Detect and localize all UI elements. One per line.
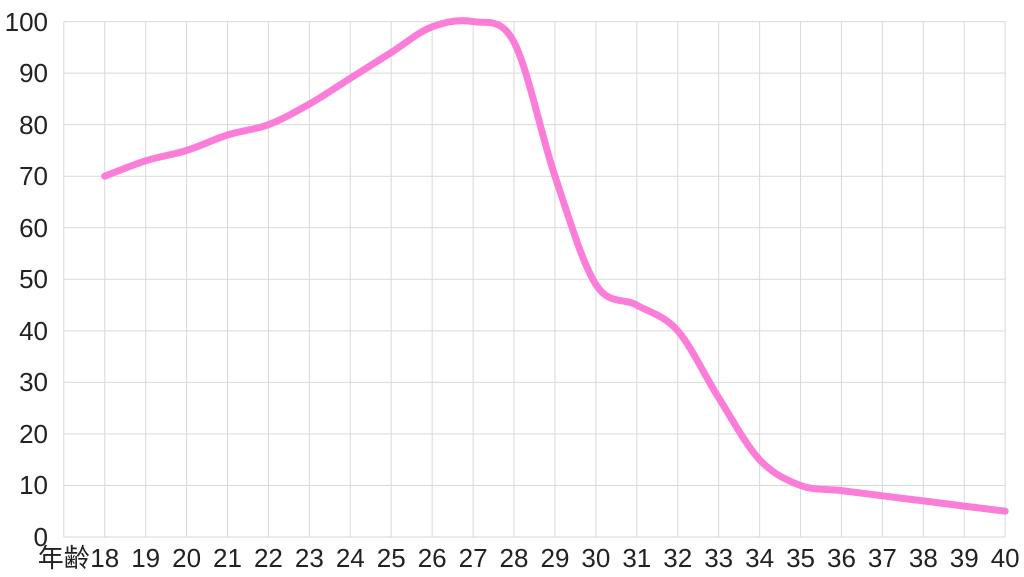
- x-tick-label: 40: [990, 543, 1020, 573]
- y-tick-label: 50: [19, 264, 48, 295]
- x-tick-label: 20: [172, 543, 202, 573]
- y-tick-label: 30: [19, 367, 48, 398]
- x-tick-label: 22: [253, 543, 283, 573]
- x-tick-label: 39: [949, 543, 979, 573]
- series-group: [101, 17, 1009, 515]
- x-tick-label: 30: [581, 543, 611, 573]
- x-tick-label: 29: [540, 543, 570, 573]
- y-tick-label: 0: [33, 522, 48, 552]
- y-tick-label: 20: [19, 418, 48, 449]
- x-tick-label: 36: [827, 543, 856, 573]
- x-tick-label: 23: [294, 543, 324, 573]
- x-tick-label: 24: [335, 543, 365, 573]
- x-tick-label: 18: [90, 543, 120, 573]
- x-tick-label: 19: [131, 543, 161, 573]
- x-tick-label: 21: [213, 543, 242, 573]
- x-tick-label: 26: [417, 543, 447, 573]
- x-tick-label: 37: [867, 543, 897, 573]
- x-tick-label: 25: [376, 543, 406, 573]
- x-tick-label: 34: [745, 543, 775, 573]
- x-tick-label: 35: [786, 543, 815, 573]
- x-tick-label: 38: [908, 543, 938, 573]
- y-tick-label: 80: [19, 109, 48, 140]
- y-tick-label: 70: [19, 161, 48, 192]
- series-line: [101, 17, 1009, 515]
- x-axis-title: 年齢: [37, 543, 90, 573]
- x-tick-label: 32: [663, 543, 693, 573]
- y-tick-label: 100: [4, 6, 48, 37]
- y-tick-label: 40: [19, 315, 48, 346]
- x-tick-label: 27: [458, 543, 488, 573]
- x-tick-label: 33: [704, 543, 734, 573]
- x-tick-label: 31: [622, 543, 652, 573]
- y-tick-label: 60: [19, 212, 48, 243]
- y-tick-label: 90: [19, 58, 48, 89]
- y-tick-label: 10: [19, 470, 48, 501]
- x-tick-label: 28: [499, 543, 529, 573]
